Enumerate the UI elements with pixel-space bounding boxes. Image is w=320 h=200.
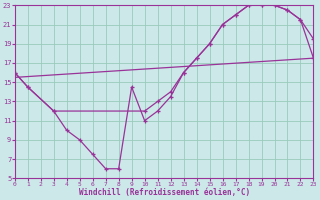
X-axis label: Windchill (Refroidissement éolien,°C): Windchill (Refroidissement éolien,°C) xyxy=(78,188,250,197)
